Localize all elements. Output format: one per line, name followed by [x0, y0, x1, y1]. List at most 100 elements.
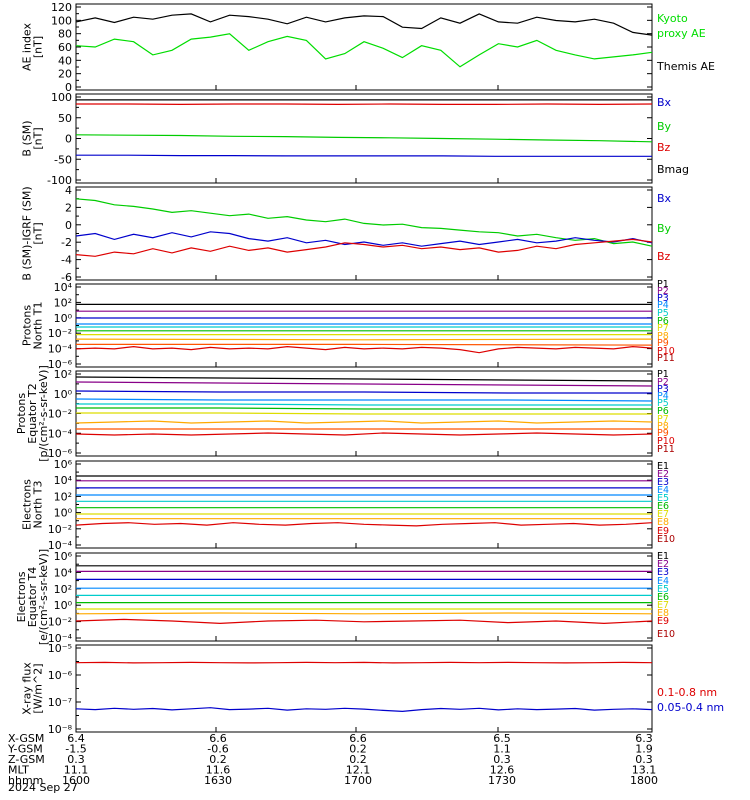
y-axis-label: B (SM)-IGRF (SM)	[21, 186, 34, 280]
legend-entry: Bx	[657, 96, 672, 109]
series-p7	[76, 412, 652, 415]
y-axis-label: [nT]	[32, 222, 45, 244]
legend-entry: P11	[657, 353, 675, 364]
series-by	[75, 198, 653, 247]
panel-frame	[75, 186, 653, 281]
series-e8	[75, 612, 653, 615]
y-tick-label: 10⁴	[54, 566, 73, 579]
panel-frame	[75, 283, 653, 368]
series-p9	[76, 343, 653, 346]
legend-entry: P3	[657, 293, 669, 304]
legend-entry: proxy AE	[657, 27, 706, 40]
legend-entry: E10	[657, 629, 675, 640]
date-label: 2024 Sep 27	[8, 781, 78, 794]
footer-value: -1.5	[65, 743, 86, 756]
y-axis-label: North T1	[32, 302, 45, 350]
y-axis-label: North T3	[32, 481, 45, 529]
y-tick-label: 10⁶	[54, 458, 73, 471]
y-axis-label: [p/(cm²-s-sr-keV)]	[37, 365, 50, 462]
legend-entry: P11	[657, 444, 675, 455]
footer-row-label: MLT	[8, 764, 29, 777]
legend-entry: E7	[657, 509, 669, 520]
panel-xray: 10⁻⁵ 10⁻⁶ 10⁻⁷ 10⁻⁸ X-ray flux[W/m^2] 0.1-0.8…	[21, 642, 725, 736]
panel-frame	[75, 644, 653, 733]
y-axis-label: B (SM)	[21, 120, 34, 156]
footer-value: 11.6	[206, 764, 231, 777]
y-tick-label: 10⁻²	[48, 327, 72, 340]
y-tick-label: 80	[58, 28, 72, 41]
panel-frame	[75, 93, 653, 184]
series-p8	[75, 420, 653, 424]
legend-entry: P9	[657, 428, 669, 439]
legend-entry: E7	[657, 600, 669, 611]
y-tick-label: 10⁻⁶	[48, 669, 73, 682]
legend-entry: E1	[657, 551, 669, 562]
footer-value: 0.3	[67, 753, 85, 766]
panel-frame	[75, 460, 653, 549]
legend-entry: E4	[657, 485, 669, 496]
series-p5	[76, 403, 652, 406]
y-tick-label: 10⁻⁴	[48, 427, 73, 440]
y-tick-label: 10⁻⁴	[48, 539, 73, 552]
footer-value: 1.1	[493, 743, 511, 756]
y-axis-label: Protons	[21, 305, 34, 346]
y-axis-label: [e/(cm²-s-sr-keV)]	[37, 549, 50, 645]
legend-entry: P10	[657, 436, 675, 447]
y-tick-label: 120	[51, 1, 72, 14]
y-tick-label: 10²	[54, 296, 72, 309]
legend-entry: E8	[657, 608, 669, 619]
y-tick-label: -4	[61, 254, 72, 267]
footer-value: 1800	[630, 774, 658, 787]
footer-value: 6.3	[635, 732, 653, 745]
y-tick-label: 10²	[54, 490, 72, 503]
series-kyoto-proxy-ae	[75, 33, 653, 68]
footer-value: 1.9	[635, 743, 653, 756]
footer-value: -0.6	[207, 743, 228, 756]
legend-entry: E9	[657, 526, 669, 537]
legend-entry: P2	[657, 286, 669, 297]
panel-bsm: 100 50 0 -50 -100 B (SM)[nT] Bx By Bz Bmag	[21, 91, 690, 187]
footer-row-label: X-GSM	[8, 732, 44, 745]
y-tick-label: 50	[58, 112, 72, 125]
series-bz	[75, 238, 653, 257]
y-axis-label: Protons	[15, 393, 28, 434]
series-p2	[75, 381, 653, 387]
y-tick-label: 10⁻⁸	[48, 723, 73, 736]
series-p10	[75, 432, 653, 436]
footer-value: 12.1	[346, 764, 371, 777]
legend-entry: P9	[657, 338, 669, 349]
legend-entry: P4	[657, 391, 669, 402]
footer-value: 6.6	[209, 732, 227, 745]
y-tick-label: 40	[58, 54, 72, 67]
y-tick-label: 0	[65, 81, 72, 94]
y-tick-label: 10⁻²	[48, 523, 72, 536]
y-tick-label: -100	[47, 174, 72, 187]
legend-entry: P1	[657, 369, 669, 380]
series-bx	[75, 231, 653, 247]
series-e9	[75, 618, 653, 625]
y-tick-label: -6	[61, 271, 72, 284]
legend-entry: Bmag	[657, 163, 689, 176]
y-axis-label: AE index	[21, 22, 34, 71]
y-tick-label: 10²	[54, 368, 72, 381]
y-tick-label: 100	[51, 91, 72, 104]
footer-value: 1630	[204, 774, 232, 787]
y-tick-label: 10⁻⁵	[48, 642, 72, 655]
y-axis-label: [nT]	[32, 36, 45, 58]
footer-value: 0.2	[209, 753, 227, 766]
y-tick-label: 10²	[54, 583, 72, 596]
footer-value: 1600	[62, 774, 90, 787]
y-tick-label: 60	[58, 41, 72, 54]
legend-entry: P10	[657, 346, 675, 357]
y-tick-label: 10⁰	[54, 599, 73, 612]
footer-row-label: Y-GSM	[7, 743, 43, 756]
footer-value: 0.2	[349, 753, 367, 766]
legend-entry: E4	[657, 576, 669, 587]
legend-entry: P5	[657, 398, 669, 409]
legend-entry: E2	[657, 559, 669, 570]
series-p3	[75, 390, 652, 394]
